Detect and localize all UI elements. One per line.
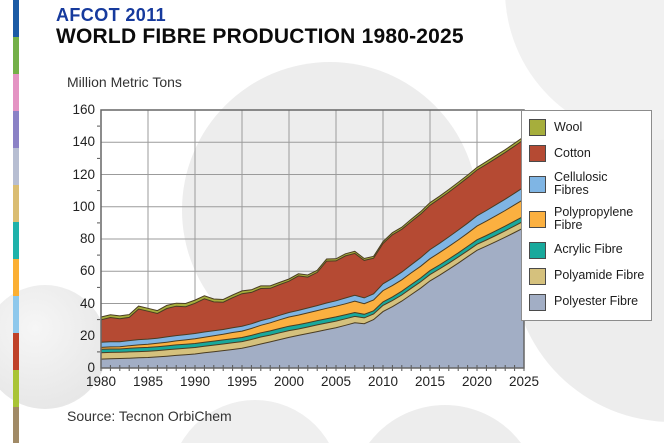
legend-label: Cotton bbox=[554, 145, 591, 160]
boundary-polypropylene-fibre bbox=[100, 198, 525, 348]
strip-square bbox=[13, 259, 19, 296]
legend-item-cellulosic-fibres: Cellulosic Fibres bbox=[529, 170, 645, 198]
legend-label: Polyester Fibre bbox=[554, 294, 639, 309]
legend-item-polypropylene-fibre: Polypropylene Fibre bbox=[529, 206, 645, 232]
area-cotton bbox=[101, 139, 524, 343]
boundary-wool bbox=[100, 136, 525, 318]
watermark-circle bbox=[350, 405, 540, 443]
x-tick-label: 2020 bbox=[461, 374, 493, 389]
legend-item-cotton: Cotton bbox=[529, 145, 645, 162]
x-tick-label: 1980 bbox=[85, 374, 117, 389]
y-tick-label: 20 bbox=[79, 327, 95, 343]
y-tick-label: 40 bbox=[79, 295, 95, 311]
x-tick-label: 1995 bbox=[226, 374, 258, 389]
strip-square bbox=[13, 185, 19, 222]
boundary-polyamide-fibre bbox=[100, 220, 525, 354]
x-tick-label: 2025 bbox=[508, 374, 540, 389]
y-tick-label: 80 bbox=[79, 231, 95, 246]
legend-swatch-acrylic-fibre bbox=[529, 241, 546, 259]
area-acrylic-fibre bbox=[101, 216, 524, 353]
legend-swatch-cotton bbox=[529, 145, 546, 162]
y-axis-units-label: Million Metric Tons bbox=[67, 74, 182, 90]
y-tick-label: 60 bbox=[79, 263, 95, 279]
legend-swatch-wool bbox=[529, 119, 546, 136]
legend-swatch-polypropylene-fibre bbox=[529, 210, 546, 228]
source-credit: Source: Tecnon OrbiChem bbox=[67, 408, 232, 424]
x-tick-label: 2015 bbox=[414, 374, 446, 389]
boundary-cellulosic-fibres bbox=[100, 186, 525, 343]
legend-label: Polypropylene Fibre bbox=[554, 205, 634, 233]
y-tick-label: 100 bbox=[72, 198, 95, 214]
strip-square bbox=[13, 407, 19, 443]
decor-color-strip bbox=[13, 0, 19, 443]
page-title: WORLD FIBRE PRODUCTION 1980-2025 bbox=[56, 25, 464, 48]
legend-swatch-polyamide-fibre bbox=[529, 267, 546, 285]
area-polypropylene-fibre bbox=[101, 199, 524, 350]
x-tick-label: 2005 bbox=[320, 374, 352, 389]
legend-label: Cellulosic Fibres bbox=[554, 170, 608, 198]
strip-square bbox=[13, 222, 19, 259]
y-tick-label: 140 bbox=[72, 134, 95, 150]
x-tick-label: 2000 bbox=[273, 374, 305, 389]
strip-square bbox=[13, 333, 19, 370]
strip-square bbox=[13, 148, 19, 185]
strip-square bbox=[13, 370, 19, 407]
legend-item-polyamide-fibre: Polyamide Fibre bbox=[529, 267, 645, 285]
boundary-cotton bbox=[100, 139, 525, 321]
stacked-area-chart bbox=[97, 109, 525, 371]
strip-square bbox=[13, 74, 19, 111]
boundary-acrylic-fibre bbox=[100, 215, 525, 350]
area-polyamide-fibre bbox=[101, 220, 524, 360]
boundary-polyester-fibre bbox=[100, 227, 525, 360]
y-tick-label: 120 bbox=[72, 166, 95, 182]
area-polyester-fibre bbox=[101, 227, 524, 368]
legend-label: Wool bbox=[554, 119, 583, 134]
legend-item-acrylic-fibre: Acrylic Fibre bbox=[529, 241, 645, 259]
strip-square bbox=[13, 37, 19, 74]
legend-label: Polyamide Fibre bbox=[554, 268, 645, 283]
strip-square bbox=[13, 111, 19, 148]
legend-item-wool: Wool bbox=[529, 119, 645, 136]
x-tick-label: 1990 bbox=[179, 374, 211, 389]
y-tick-label: 0 bbox=[87, 360, 95, 375]
x-tick-label: 1985 bbox=[132, 374, 164, 389]
strip-square bbox=[13, 0, 19, 37]
y-tick-label: 160 bbox=[72, 102, 95, 117]
chart-legend: Wool Cotton Cellulosic Fibres Polypropylene… bbox=[521, 110, 652, 321]
legend-item-polyester-fibre: Polyester Fibre bbox=[529, 293, 645, 311]
legend-swatch-polyester-fibre bbox=[529, 293, 546, 311]
strip-square bbox=[13, 296, 19, 333]
event-kicker: AFCOT 2011 bbox=[56, 5, 167, 25]
legend-swatch-cellulosic-fibres bbox=[529, 175, 546, 193]
x-tick-label: 2010 bbox=[367, 374, 399, 389]
legend-label: Acrylic Fibre bbox=[554, 242, 623, 257]
